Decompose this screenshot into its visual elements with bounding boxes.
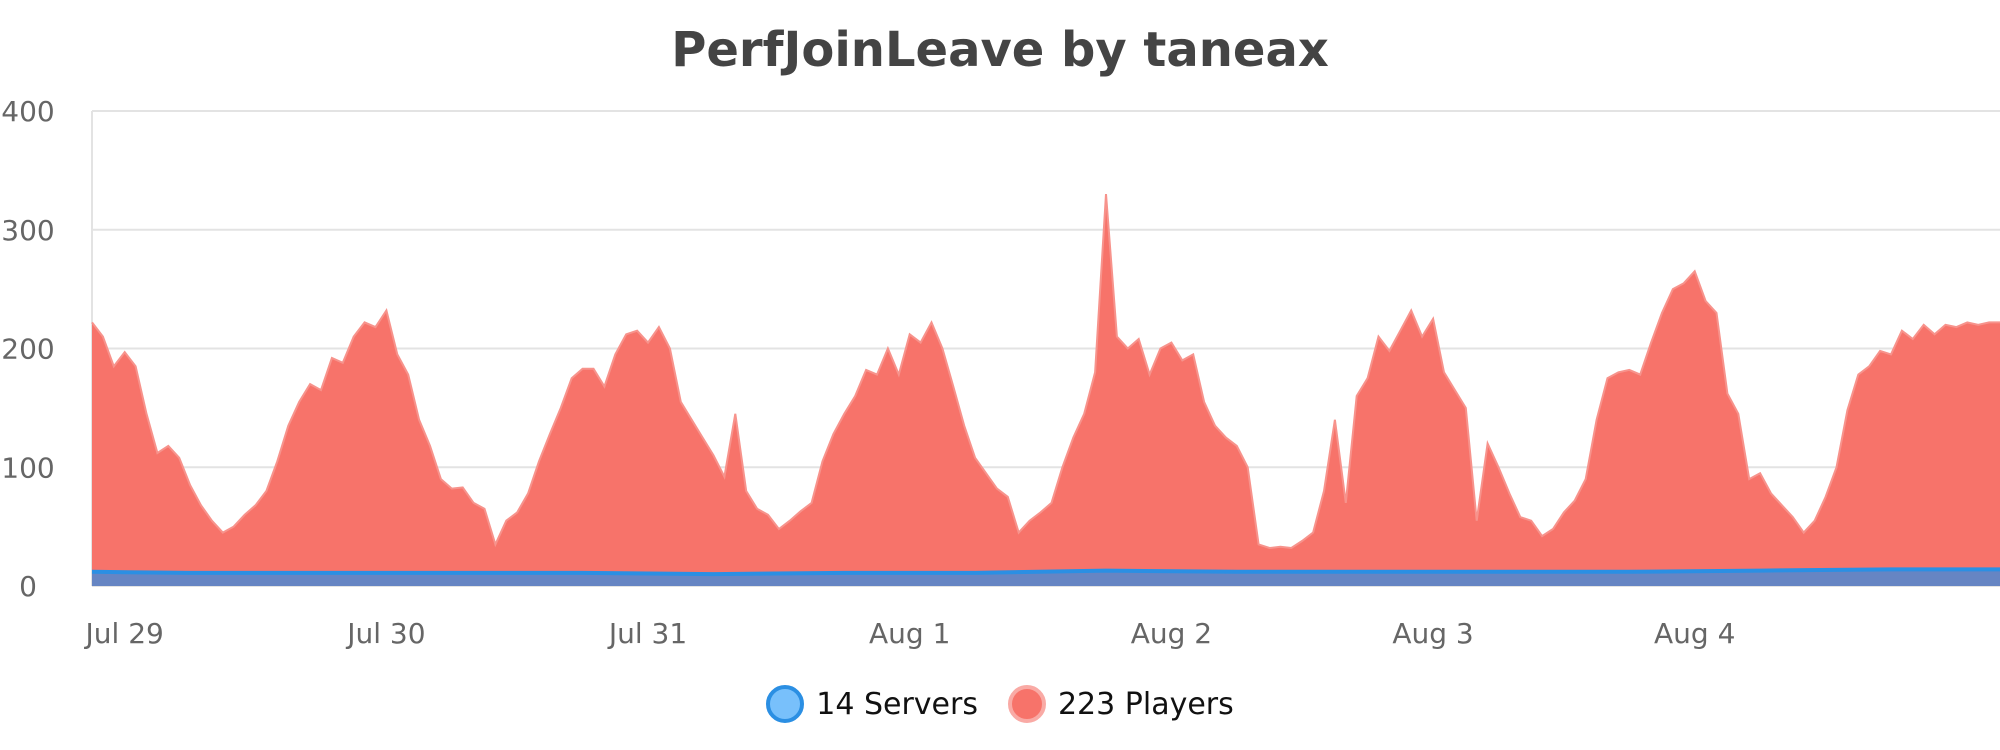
chart-title: PerfJoinLeave by taneax	[671, 22, 1329, 78]
y-tick-label-200: 200	[1, 333, 54, 366]
y-tick-label-300: 300	[1, 214, 54, 247]
chart-plot: 0 100 200 300 400 Jul 29 Jul 30 Jul 31 Aug 1 Aug…	[1, 95, 2000, 650]
legend-servers-label: 14 Servers	[816, 686, 978, 722]
y-axis-labels: 0 100 200 300 400	[1, 95, 54, 603]
players-area	[92, 194, 2000, 586]
players-line	[91, 194, 2000, 550]
legend-players-dot	[1007, 685, 1046, 723]
y-tick-label-0: 0	[19, 570, 37, 603]
x-tick-label: Jul 29	[84, 617, 164, 650]
x-tick-label: Jul 30	[345, 617, 425, 650]
legend: 14 Servers 223 Players	[0, 685, 2000, 723]
legend-item-servers[interactable]: 14 Servers	[766, 685, 978, 723]
legend-servers-dot	[766, 685, 805, 723]
servers-line	[91, 567, 2000, 577]
x-tick-label: Aug 1	[869, 617, 950, 650]
legend-players-label: 223 Players	[1057, 686, 1234, 722]
series-layer	[91, 194, 2000, 586]
x-tick-label: Aug 2	[1131, 617, 1212, 650]
legend-item-players[interactable]: 223 Players	[1007, 685, 1234, 723]
y-tick-label-400: 400	[1, 95, 54, 128]
x-tick-label: Aug 3	[1392, 617, 1473, 650]
x-tick-label: Jul 31	[607, 617, 687, 650]
y-tick-label-100: 100	[1, 451, 54, 484]
x-tick-label: Aug 4	[1654, 617, 1735, 650]
x-axis-labels: Jul 29 Jul 30 Jul 31 Aug 1 Aug 2 Aug 3 Aug 4	[84, 617, 1736, 650]
